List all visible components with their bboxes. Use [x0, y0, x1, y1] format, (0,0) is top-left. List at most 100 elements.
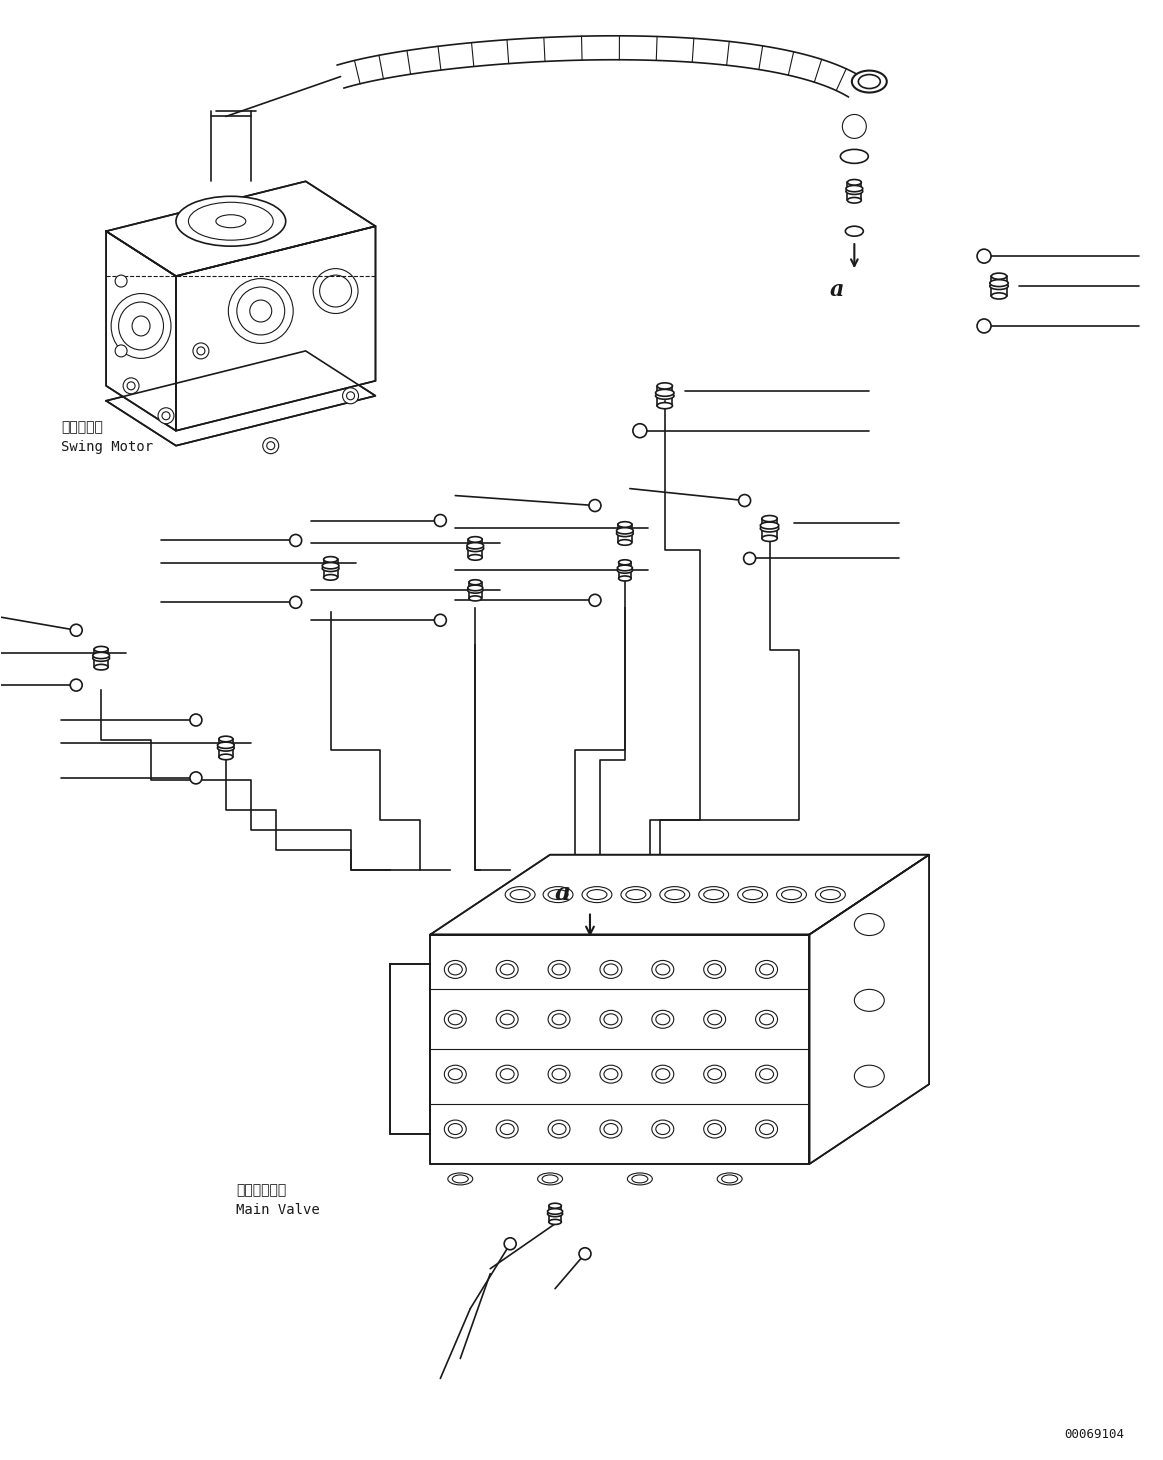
- Circle shape: [70, 625, 83, 637]
- Text: 00069104: 00069104: [1064, 1428, 1123, 1441]
- Ellipse shape: [846, 185, 863, 191]
- Text: a: a: [555, 880, 571, 905]
- Circle shape: [505, 1238, 516, 1250]
- Circle shape: [842, 114, 866, 139]
- Ellipse shape: [851, 70, 886, 92]
- Ellipse shape: [500, 1069, 514, 1079]
- Ellipse shape: [466, 543, 484, 549]
- Ellipse shape: [991, 273, 1007, 279]
- Ellipse shape: [708, 1069, 722, 1079]
- Circle shape: [127, 383, 135, 390]
- Ellipse shape: [651, 1066, 673, 1083]
- Ellipse shape: [756, 1010, 778, 1028]
- Ellipse shape: [600, 961, 622, 978]
- Ellipse shape: [699, 886, 729, 902]
- Polygon shape: [337, 36, 861, 96]
- Circle shape: [434, 615, 447, 626]
- Polygon shape: [106, 231, 176, 431]
- Ellipse shape: [651, 961, 673, 978]
- Ellipse shape: [618, 540, 632, 545]
- Ellipse shape: [552, 1069, 566, 1079]
- Ellipse shape: [466, 545, 484, 552]
- Ellipse shape: [604, 1124, 618, 1134]
- Circle shape: [977, 250, 991, 263]
- Circle shape: [158, 407, 174, 423]
- Text: メインバルブ: メインバルブ: [236, 1183, 286, 1197]
- Ellipse shape: [549, 1219, 562, 1225]
- Ellipse shape: [756, 1120, 778, 1137]
- Ellipse shape: [323, 575, 337, 580]
- Ellipse shape: [94, 664, 108, 670]
- Polygon shape: [106, 350, 376, 445]
- Ellipse shape: [656, 964, 670, 975]
- Ellipse shape: [759, 1069, 773, 1079]
- Circle shape: [197, 347, 205, 355]
- Ellipse shape: [323, 556, 337, 562]
- Ellipse shape: [651, 1010, 673, 1028]
- Polygon shape: [430, 854, 929, 934]
- Ellipse shape: [322, 565, 338, 571]
- Circle shape: [343, 388, 358, 404]
- Ellipse shape: [759, 1124, 773, 1134]
- Ellipse shape: [444, 1010, 466, 1028]
- Ellipse shape: [552, 1013, 566, 1025]
- Ellipse shape: [704, 961, 726, 978]
- Circle shape: [193, 343, 209, 359]
- Ellipse shape: [855, 990, 884, 1012]
- Ellipse shape: [708, 964, 722, 975]
- Ellipse shape: [651, 1120, 673, 1137]
- Ellipse shape: [665, 889, 685, 899]
- Ellipse shape: [616, 530, 634, 537]
- Ellipse shape: [469, 537, 483, 542]
- Ellipse shape: [444, 1066, 466, 1083]
- Ellipse shape: [600, 1120, 622, 1137]
- Ellipse shape: [468, 587, 483, 593]
- Circle shape: [739, 495, 750, 507]
- Ellipse shape: [448, 1013, 462, 1025]
- Polygon shape: [430, 934, 809, 1164]
- Ellipse shape: [841, 149, 869, 164]
- Ellipse shape: [656, 1069, 670, 1079]
- Ellipse shape: [619, 559, 632, 565]
- Ellipse shape: [217, 745, 234, 750]
- Circle shape: [115, 274, 127, 288]
- Ellipse shape: [855, 1066, 884, 1088]
- Ellipse shape: [708, 1013, 722, 1025]
- Ellipse shape: [219, 755, 233, 759]
- Ellipse shape: [991, 293, 1007, 299]
- Ellipse shape: [444, 961, 466, 978]
- Ellipse shape: [552, 1124, 566, 1134]
- Ellipse shape: [656, 393, 675, 399]
- Polygon shape: [809, 854, 929, 1164]
- Ellipse shape: [505, 886, 535, 902]
- Text: Main Valve: Main Valve: [236, 1203, 320, 1216]
- Ellipse shape: [469, 555, 483, 561]
- Ellipse shape: [990, 280, 1008, 286]
- Ellipse shape: [469, 596, 481, 602]
- Ellipse shape: [704, 1066, 726, 1083]
- Ellipse shape: [217, 742, 234, 749]
- Ellipse shape: [500, 1124, 514, 1134]
- Ellipse shape: [846, 188, 863, 194]
- Ellipse shape: [618, 568, 633, 574]
- Circle shape: [266, 442, 274, 450]
- Ellipse shape: [815, 886, 846, 902]
- Ellipse shape: [737, 886, 768, 902]
- Ellipse shape: [777, 886, 806, 902]
- Ellipse shape: [743, 889, 763, 899]
- Ellipse shape: [188, 203, 273, 241]
- Text: Swing Motor: Swing Motor: [62, 439, 154, 454]
- Ellipse shape: [618, 521, 632, 527]
- Ellipse shape: [659, 886, 690, 902]
- Ellipse shape: [820, 889, 841, 899]
- Ellipse shape: [497, 1010, 519, 1028]
- Ellipse shape: [468, 585, 483, 591]
- Ellipse shape: [616, 527, 634, 534]
- Ellipse shape: [543, 886, 573, 902]
- Ellipse shape: [704, 889, 723, 899]
- Ellipse shape: [848, 180, 862, 185]
- Polygon shape: [176, 226, 376, 431]
- Circle shape: [70, 679, 83, 691]
- Ellipse shape: [500, 964, 514, 975]
- Ellipse shape: [497, 1120, 519, 1137]
